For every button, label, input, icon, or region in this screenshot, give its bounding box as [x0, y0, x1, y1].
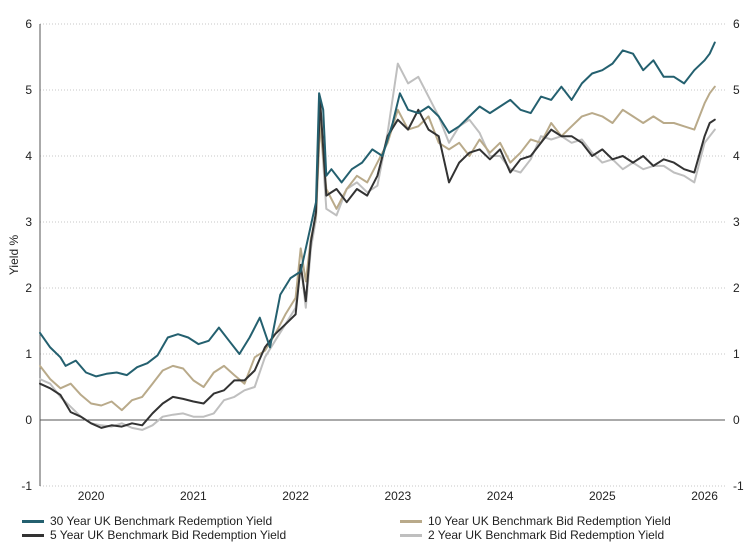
- y-axis-title: Yield %: [7, 235, 21, 276]
- y-tick-label-left-4: 3: [25, 215, 32, 229]
- axes: [39, 24, 725, 486]
- y-tick-label-left-6: 5: [25, 83, 32, 97]
- y-tick-label-right-7: 6: [733, 17, 740, 31]
- y-tick-label-left-2: 1: [25, 347, 32, 361]
- series-line-1: [39, 85, 716, 412]
- y-tick-label-left-0: -1: [21, 479, 32, 493]
- y-tick-label-left-7: 6: [25, 17, 32, 31]
- y-tick-label-right-2: 1: [733, 347, 740, 361]
- x-tick-label-0: 2020: [78, 489, 105, 503]
- grid-lines: [40, 23, 725, 487]
- x-tick-label-5: 2025: [589, 489, 616, 503]
- y-tick-label-right-5: 4: [733, 149, 740, 163]
- x-tick-label-4: 2024: [487, 489, 514, 503]
- x-tick-label-1: 2021: [180, 489, 207, 503]
- x-tick-label-2: 2022: [282, 489, 309, 503]
- series-lines: [39, 41, 716, 431]
- y-tick-label-right-3: 2: [733, 281, 740, 295]
- y-tick-label-left-3: 2: [25, 281, 32, 295]
- x-tick-label-6: 2026: [691, 489, 718, 503]
- y-tick-label-right-4: 3: [733, 215, 740, 229]
- series-line-0: [39, 41, 716, 378]
- y-tick-label-left-5: 4: [25, 149, 32, 163]
- series-line-2: [39, 98, 716, 429]
- series-line-3: [39, 62, 716, 431]
- y-tick-label-left-1: 0: [25, 413, 32, 427]
- y-tick-label-right-6: 5: [733, 83, 740, 97]
- tick-labels: -1 -1 0 0 1 1 2 2 3 3 4 4 5 5 6 6 2020 2021 2022 2023 2024 20…: [21, 17, 744, 503]
- x-tick-label-3: 2023: [384, 489, 411, 503]
- y-tick-label-right-1: 0: [733, 413, 740, 427]
- y-tick-label-right-0: -1: [733, 479, 744, 493]
